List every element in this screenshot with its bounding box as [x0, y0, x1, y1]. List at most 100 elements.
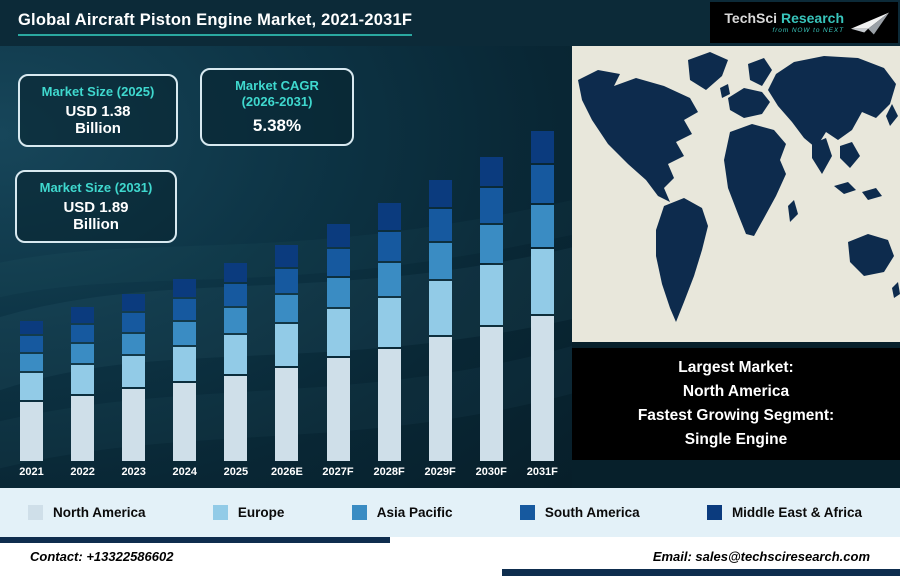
- bar-segment-europe: [173, 346, 197, 382]
- bar-year-label: 2027F: [322, 466, 354, 478]
- bar-column-2021: 2021: [12, 320, 52, 478]
- bar-segment-north-america: [20, 401, 44, 461]
- box-title: Market Size (2025): [41, 84, 155, 99]
- bar-year-label: 2022: [70, 466, 95, 478]
- stacked-bar: [275, 245, 299, 461]
- bar-segment-europe: [326, 309, 350, 356]
- right-panel: Largest Market: North America Fastest Gr…: [572, 46, 900, 488]
- box-unit: Billion: [75, 120, 121, 138]
- bar-segment-middle-east-africa: [479, 156, 503, 187]
- box-value: 5.38%: [252, 115, 302, 135]
- contact-text: Contact: +13322586602: [30, 549, 174, 564]
- bar-year-label: 2026E: [271, 466, 303, 478]
- stacked-bar: [20, 320, 44, 461]
- bar-segment-south-america: [224, 284, 248, 307]
- bar-year-label: 2024: [172, 466, 197, 478]
- box-subtitle: (2026-2031): [241, 94, 313, 110]
- bar-segment-south-america: [20, 336, 44, 353]
- bar-segment-south-america: [173, 299, 197, 321]
- bar-year-label: 2023: [121, 466, 146, 478]
- bar-segment-north-america: [122, 389, 146, 461]
- legend-label: South America: [544, 505, 640, 520]
- paper-plane-icon: [850, 12, 890, 34]
- bar-segment-south-america: [275, 268, 299, 293]
- bar-segment-middle-east-africa: [224, 263, 248, 283]
- bar-column-2030F: 2030F: [471, 156, 511, 478]
- bar-segment-middle-east-africa: [326, 224, 350, 247]
- largest-market-label: Largest Market:: [678, 358, 794, 376]
- bar-segment-middle-east-africa: [173, 278, 197, 298]
- bar-segment-north-america: [530, 316, 554, 461]
- bar-segment-middle-east-africa: [275, 245, 299, 267]
- footer-accent-top: [0, 537, 390, 543]
- bar-segment-asia-pacific: [530, 204, 554, 248]
- world-map: [572, 46, 900, 342]
- legend-label: Europe: [237, 505, 285, 520]
- bar-segment-europe: [122, 355, 146, 388]
- techsci-logo: TechSci Research from NOW to NEXT: [710, 2, 898, 43]
- bar-column-2026E: 2026E: [267, 245, 307, 478]
- bar-segment-europe: [224, 335, 248, 374]
- stacked-bar: [326, 224, 350, 461]
- bar-segment-europe: [275, 324, 299, 366]
- legend-item-north-america: North America: [28, 505, 146, 520]
- bar-segment-europe: [479, 265, 503, 325]
- stacked-bar: [173, 278, 197, 461]
- bar-segment-asia-pacific: [479, 225, 503, 264]
- bar-segment-europe: [530, 249, 554, 314]
- stacked-bar: [71, 307, 95, 461]
- legend-item-south-america: South America: [519, 505, 640, 520]
- bar-segment-middle-east-africa: [530, 130, 554, 164]
- bar-segment-middle-east-africa: [20, 320, 44, 335]
- bar-segment-north-america: [377, 349, 401, 461]
- bar-segment-asia-pacific: [20, 354, 44, 372]
- world-map-graphic: [572, 46, 900, 342]
- bar-segment-south-america: [326, 248, 350, 276]
- logo-text: TechSci Research from NOW to NEXT: [724, 11, 844, 34]
- bar-segment-europe: [20, 373, 44, 400]
- stacked-bar: [479, 156, 503, 461]
- stacked-bar-chart: 2021 2022 2023 2024 2025 2026E 2027F 2028F 2029F…: [6, 130, 568, 478]
- bar-segment-middle-east-africa: [428, 180, 452, 208]
- stacked-bar: [224, 263, 248, 461]
- bar-segment-asia-pacific: [71, 343, 95, 364]
- bar-segment-north-america: [224, 375, 248, 461]
- bar-segment-europe: [71, 365, 95, 394]
- legend-item-asia-pacific: Asia Pacific: [351, 505, 453, 520]
- legend-swatch: [212, 505, 228, 520]
- legend-swatch: [28, 505, 43, 520]
- chart-legend: North America Europe Asia Pacific South Ame…: [0, 488, 900, 537]
- bar-column-2024: 2024: [165, 278, 205, 478]
- stacked-bar: [428, 180, 452, 461]
- bar-column-2029F: 2029F: [420, 180, 460, 478]
- bar-segment-asia-pacific: [428, 243, 452, 279]
- bar-segment-south-america: [377, 231, 401, 262]
- bar-segment-middle-east-africa: [122, 294, 146, 311]
- market-size-2031-box: Market Size (2031) USD 1.89 Billion: [15, 170, 177, 244]
- bar-segment-south-america: [71, 325, 95, 342]
- legend-label: Asia Pacific: [376, 505, 453, 520]
- fastest-segment-value: Single Engine: [684, 431, 788, 449]
- chart-panel: Market Size (2025) USD 1.38 Billion Mark…: [0, 46, 572, 488]
- bar-segment-north-america: [71, 396, 95, 461]
- box-value: USD 1.38: [65, 103, 131, 121]
- bar-segment-north-america: [479, 326, 503, 461]
- bar-segment-asia-pacific: [224, 308, 248, 334]
- bar-segment-north-america: [173, 383, 197, 461]
- bar-column-2023: 2023: [114, 294, 154, 478]
- bar-year-label: 2029F: [424, 466, 456, 478]
- bar-segment-asia-pacific: [173, 322, 197, 345]
- legend-label: Middle East & Africa: [731, 505, 862, 520]
- page-title: Global Aircraft Piston Engine Market, 20…: [18, 11, 413, 36]
- bar-segment-south-america: [479, 188, 503, 224]
- box-title: Market CAGR: [235, 78, 319, 93]
- bar-year-label: 2030F: [475, 466, 507, 478]
- bar-year-label: 2031F: [526, 466, 558, 478]
- bar-segment-asia-pacific: [377, 263, 401, 296]
- legend-item-middle-east-africa: Middle East & Africa: [706, 505, 862, 520]
- largest-market-value: North America: [682, 382, 790, 400]
- box-value: USD 1.89: [63, 199, 129, 217]
- market-highlight-box: Largest Market: North America Fastest Gr…: [572, 348, 900, 460]
- legend-swatch: [351, 505, 367, 520]
